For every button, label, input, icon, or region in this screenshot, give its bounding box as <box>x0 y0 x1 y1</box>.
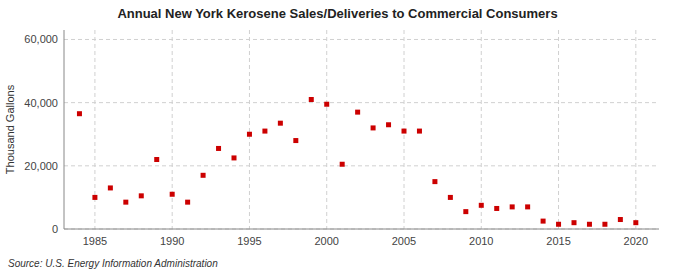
point <box>247 132 252 137</box>
tick-label: 2010 <box>469 235 493 247</box>
tick-label: 0 <box>52 223 58 235</box>
grid <box>64 30 659 229</box>
grid-line <box>64 39 659 40</box>
y-axis-label: Thousand Gallons <box>4 84 16 174</box>
grid-line <box>481 30 482 229</box>
point <box>154 157 159 162</box>
point <box>201 173 206 178</box>
point <box>417 129 422 134</box>
point <box>123 200 128 205</box>
y-axis <box>64 30 65 229</box>
tick-label: 2015 <box>546 235 570 247</box>
point <box>479 203 484 208</box>
grid-line <box>64 102 659 103</box>
grid-line <box>558 30 559 229</box>
points <box>77 97 638 227</box>
point <box>371 125 376 130</box>
point <box>556 222 561 227</box>
tick-label: 60,000 <box>24 33 58 45</box>
tick-label: 1995 <box>237 235 261 247</box>
point <box>293 138 298 143</box>
tick-label: 2020 <box>624 235 648 247</box>
tick-label: 2005 <box>392 235 416 247</box>
point <box>432 179 437 184</box>
x-axis <box>64 229 659 230</box>
point <box>77 111 82 116</box>
grid-line <box>64 229 659 230</box>
point <box>448 195 453 200</box>
grid-line <box>635 30 636 229</box>
point <box>216 146 221 151</box>
tick-label: 1985 <box>83 235 107 247</box>
tick-label: 2000 <box>314 235 338 247</box>
chart: Annual New York Kerosene Sales/Deliverie… <box>0 0 675 275</box>
point <box>309 97 314 102</box>
point <box>494 206 499 211</box>
tick-label: 40,000 <box>24 97 58 109</box>
point <box>633 220 638 225</box>
point <box>463 209 468 214</box>
point <box>324 102 329 107</box>
point <box>355 110 360 115</box>
point <box>232 155 237 160</box>
point <box>386 122 391 127</box>
point <box>278 121 283 126</box>
grid-line <box>249 30 250 229</box>
point <box>340 162 345 167</box>
point <box>262 129 267 134</box>
point <box>587 222 592 227</box>
grid-line <box>326 30 327 229</box>
point <box>402 129 407 134</box>
title: Annual New York Kerosene Sales/Deliverie… <box>117 6 557 21</box>
point <box>525 204 530 209</box>
tick-label: 20,000 <box>24 160 58 172</box>
point <box>108 185 113 190</box>
point <box>510 204 515 209</box>
grid-line <box>64 165 659 166</box>
point <box>185 200 190 205</box>
point <box>618 217 623 222</box>
tick-label: 1990 <box>160 235 184 247</box>
point <box>602 222 607 227</box>
point <box>139 193 144 198</box>
source: Source: U.S. Energy Information Administ… <box>8 258 218 269</box>
point <box>92 195 97 200</box>
point <box>170 192 175 197</box>
point <box>572 220 577 225</box>
grid-line <box>172 30 173 229</box>
point <box>541 219 546 224</box>
